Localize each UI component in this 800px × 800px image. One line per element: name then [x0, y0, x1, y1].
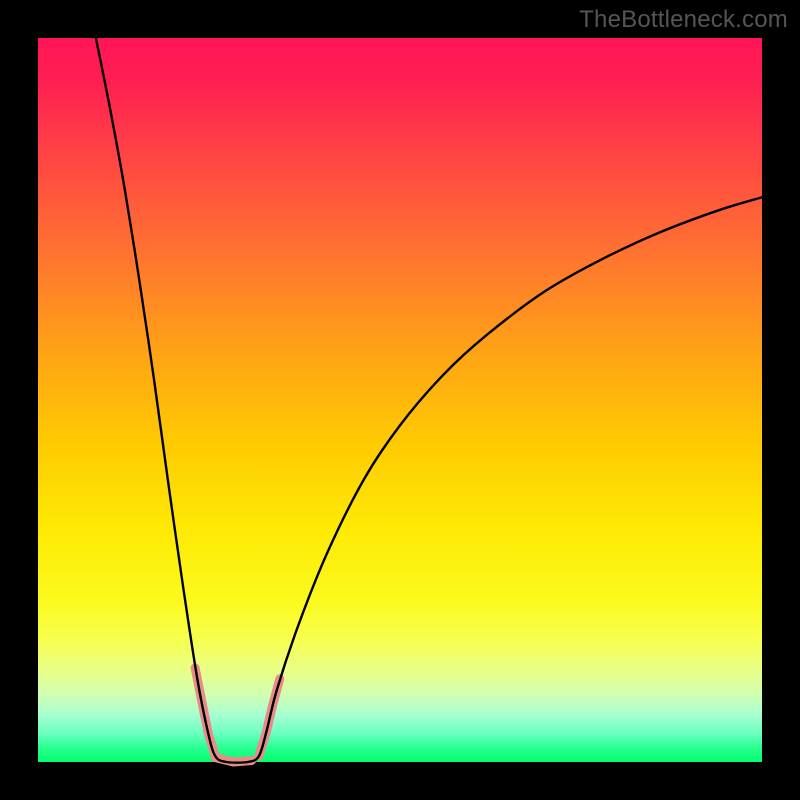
- watermark-text: TheBottleneck.com: [579, 6, 788, 34]
- curve-layer: [38, 38, 762, 762]
- bottleneck-curve: [96, 38, 762, 763]
- highlight-near-minimum: [195, 668, 280, 762]
- plot-area: [38, 38, 762, 762]
